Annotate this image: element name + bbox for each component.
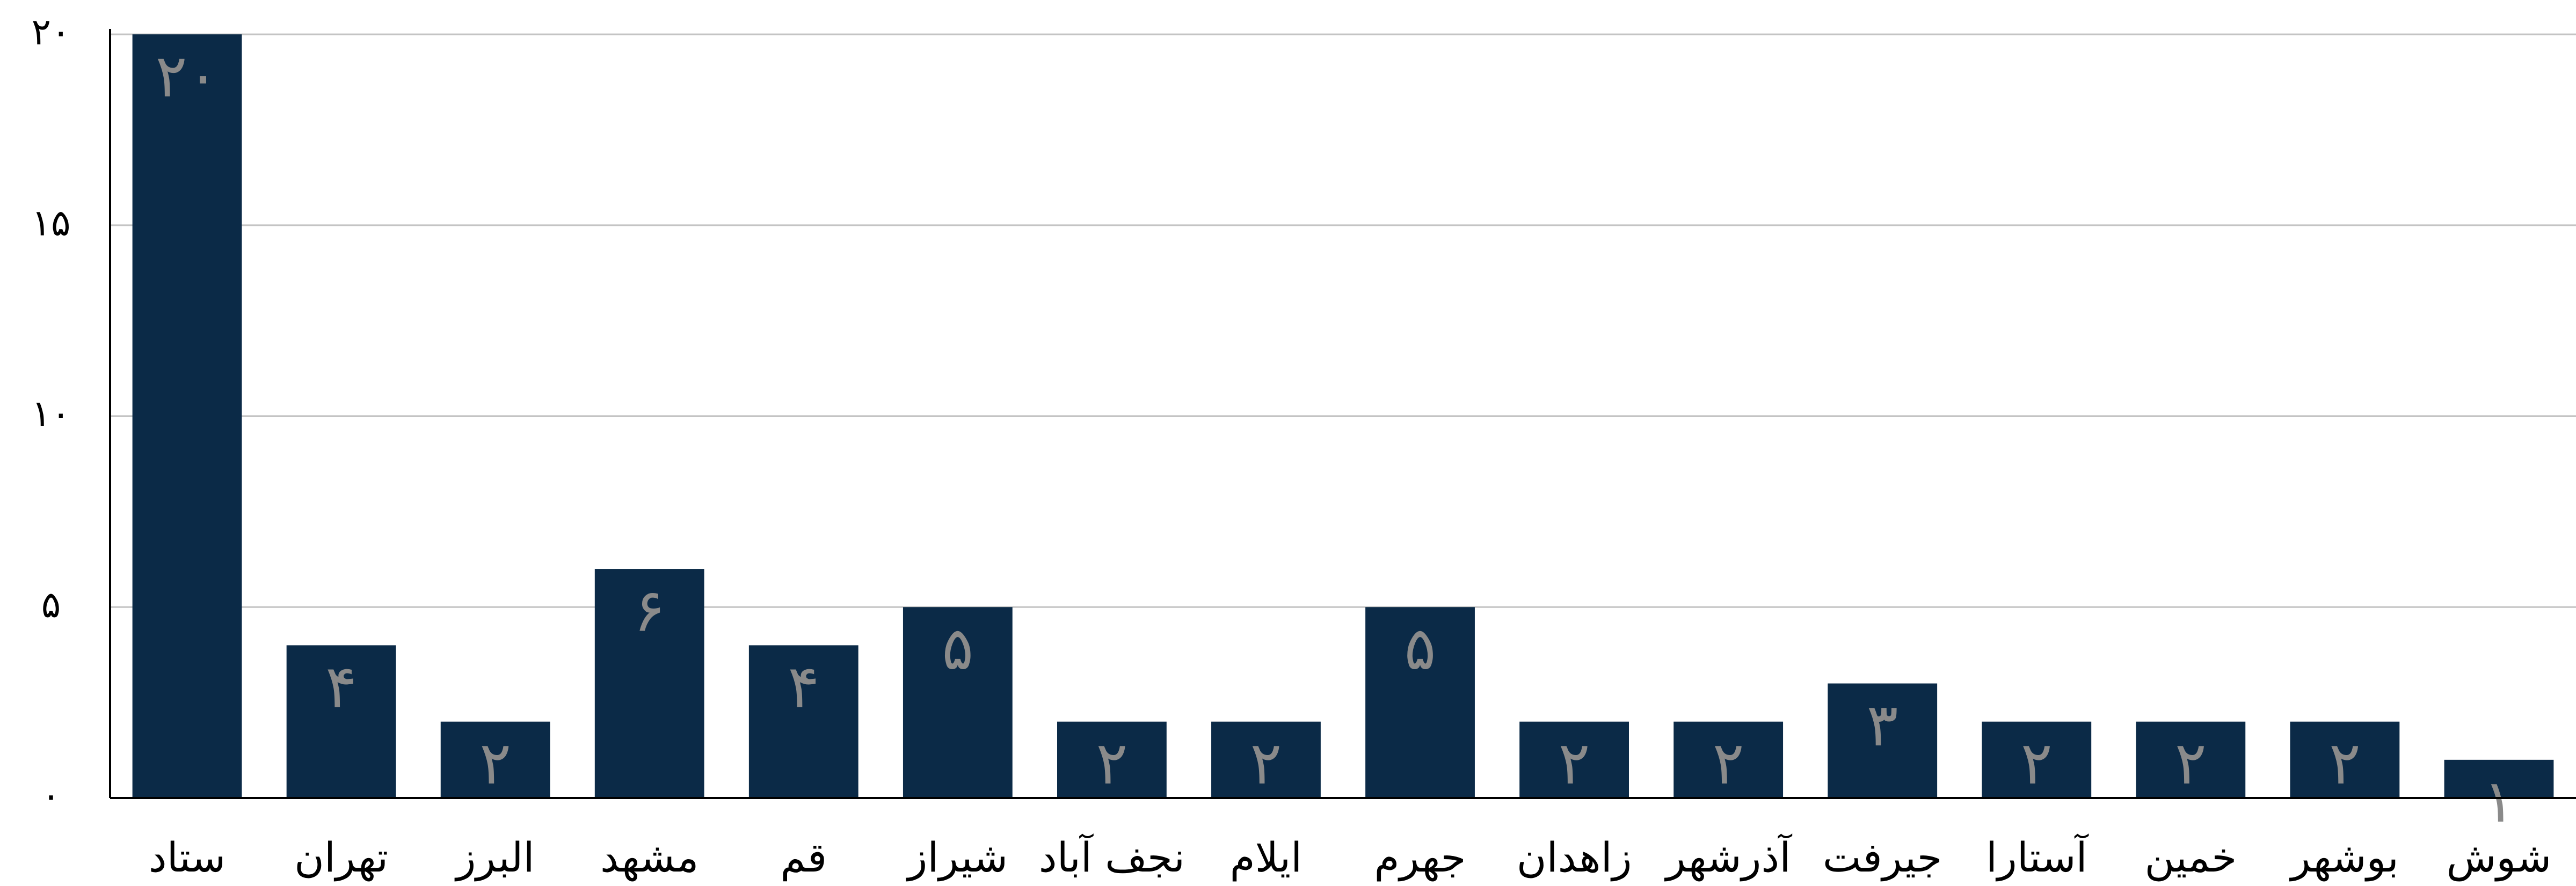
x-tick-label: ایلام — [1230, 833, 1302, 881]
bar — [1365, 607, 1475, 798]
data-label: ۵ — [942, 614, 973, 683]
data-label: ۴ — [788, 653, 819, 721]
x-tick-label: زاهدان — [1517, 833, 1632, 882]
data-label: ۲۰ — [155, 41, 219, 110]
bar — [1519, 721, 1629, 798]
data-label: ۲ — [2175, 729, 2207, 797]
data-label: ۶ — [634, 576, 665, 645]
x-tick-label: البرز — [454, 833, 535, 882]
x-tick-label: نجف آباد — [1039, 833, 1185, 881]
data-label: ۲ — [1096, 729, 1127, 797]
y-tick-label: ۱۵ — [31, 202, 70, 244]
y-tick-label: ۰ — [41, 775, 61, 817]
bar — [440, 721, 550, 798]
bar — [1211, 721, 1321, 798]
data-label: ۵ — [1404, 614, 1436, 683]
data-label: ۴ — [325, 653, 357, 721]
data-label: ۱ — [2483, 767, 2515, 836]
data-label: ۲ — [479, 729, 511, 797]
data-label: ۲ — [1713, 729, 1744, 797]
x-tick-label: آستارا — [1986, 833, 2089, 882]
y-tick-label: ۱۰ — [31, 393, 70, 435]
x-tick-label: شیراز — [906, 833, 1008, 882]
bar — [1828, 683, 1938, 798]
x-tick-label: بوشهر — [2289, 833, 2399, 882]
x-tick-label: مشهد — [600, 833, 698, 882]
bar — [1673, 721, 1784, 798]
bar — [903, 607, 1013, 798]
x-tick-label: قم — [780, 833, 827, 881]
data-label: ۲ — [1559, 729, 1590, 797]
x-tick-label: خمین — [2144, 833, 2237, 882]
bar — [286, 645, 396, 798]
x-tick-label: تهران — [294, 833, 388, 882]
y-tick-label: ۵ — [41, 584, 61, 626]
bar — [2444, 759, 2554, 798]
x-tick-label: آذرشهر — [1664, 833, 1792, 882]
data-label: ۲ — [2329, 729, 2361, 797]
bar — [1057, 721, 1167, 798]
bar — [1982, 721, 2092, 798]
data-label: ۳ — [1867, 691, 1898, 759]
data-label: ۲ — [1250, 729, 1282, 797]
bar — [132, 34, 242, 798]
x-tick-label: ستاد — [149, 833, 226, 881]
x-tick-label: شوش — [2447, 833, 2552, 882]
x-tick-label: جهرم — [1374, 833, 1466, 882]
x-tick-label: جیرفت — [1823, 833, 1942, 882]
bar — [2290, 721, 2400, 798]
data-label: ۲ — [2021, 729, 2053, 797]
bar — [748, 645, 858, 798]
bar — [594, 569, 704, 798]
y-tick-label: ۲۰ — [31, 11, 70, 54]
bar — [2136, 721, 2246, 798]
